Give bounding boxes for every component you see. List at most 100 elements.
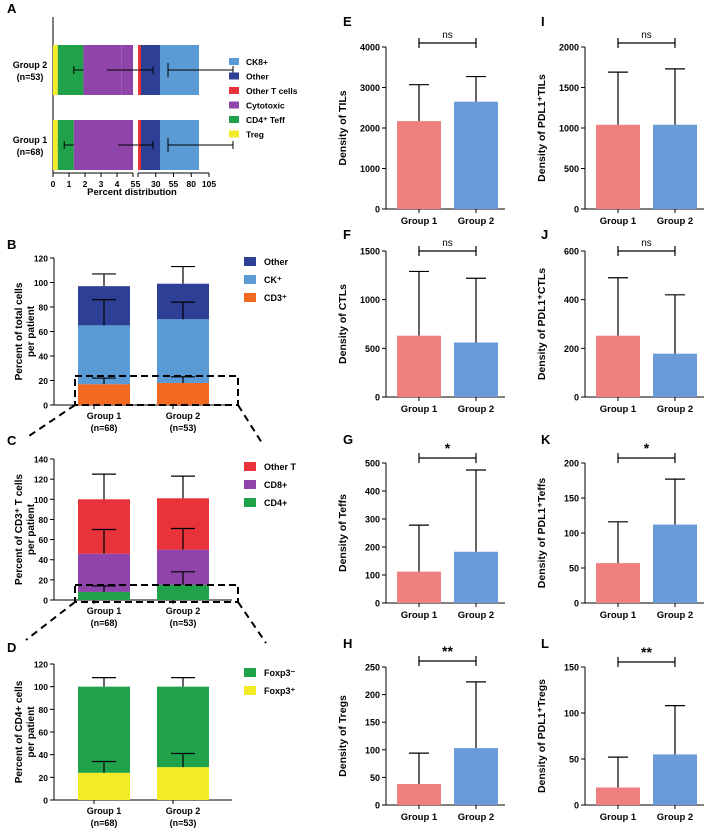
legend-swatch — [244, 275, 256, 284]
y-tick-label: 50 — [370, 773, 380, 783]
bar-cd4 — [78, 591, 130, 600]
y-tick-label: 150 — [564, 494, 579, 504]
legend-swatch — [229, 116, 239, 123]
panel-letter-G: G — [343, 432, 353, 447]
y-tick-label: 60 — [39, 728, 49, 738]
y-tick-label: 150 — [564, 663, 579, 673]
bar-group-1 — [596, 124, 640, 209]
bar-group-1 — [596, 787, 640, 805]
bar-group-2 — [454, 748, 498, 805]
significance-label: ns — [442, 30, 453, 41]
x-tick-label: 4 — [115, 179, 120, 189]
x-tick-label: 80 — [187, 179, 197, 189]
y-tick-label: 400 — [564, 295, 579, 305]
significance-label: ns — [442, 238, 453, 249]
y-axis-title: Density of TILs — [337, 90, 349, 165]
y-tick-label: 120 — [34, 254, 48, 264]
panel-L: L Group 1 Group 2 ** Density of PDL1⁺Tregs — [536, 636, 704, 823]
legend-swatch — [229, 101, 239, 109]
zoom-line — [25, 404, 76, 439]
category-label: Group 2 — [657, 216, 693, 227]
panel-A: A 0 1 2 3 4 5 5 30 55 80 105 Percent distribution Gro… — [7, 1, 298, 198]
y-tick-label: 150 — [365, 718, 380, 728]
category-label: Group 1 — [600, 404, 637, 415]
legend-label: CD8+ — [264, 480, 287, 490]
x-tick-label: 30 — [151, 179, 161, 189]
category-label: Group 2 — [657, 404, 693, 415]
category-label: Group 1 — [401, 404, 438, 415]
bar-cd4 — [157, 584, 209, 600]
significance-label: ns — [641, 238, 652, 249]
y-tick-label: 500 — [365, 344, 380, 354]
y-tick-label: 50 — [569, 564, 579, 574]
y-tick-label: 200 — [365, 690, 380, 700]
category-label: Group 1 — [401, 216, 438, 227]
y-tick-label: 0 — [574, 801, 579, 811]
y-tick-label: 20 — [39, 773, 49, 783]
y-axis-title: Density of PDL1⁺CTLs — [536, 268, 548, 380]
y-tick-label: 300 — [365, 515, 380, 525]
legend-swatch — [244, 257, 256, 266]
bar-foxp3neg — [78, 686, 130, 773]
category-label: (n=68) — [91, 423, 118, 433]
y-tick-label: 100 — [365, 745, 380, 755]
x-tick-label: 1 — [67, 179, 72, 189]
bar-cd3 — [157, 382, 209, 405]
panel-F: F Group 1 Group 2 ns Density of CTLs — [337, 227, 505, 415]
legend-swatch — [229, 130, 239, 138]
y-tick-label: 250 — [365, 663, 380, 673]
bar-ck — [157, 319, 209, 383]
legend-swatch — [244, 462, 256, 471]
legend-swatch — [229, 87, 239, 94]
bar-treg — [53, 120, 58, 170]
category-label: Group 2 — [458, 216, 494, 227]
y-tick-label: 0 — [375, 801, 380, 811]
legend-swatch — [244, 498, 256, 507]
legend-label: Foxp3⁺ — [264, 686, 296, 696]
y-tick-label: 100 — [564, 709, 579, 719]
y-axis-title: Density of Tregs — [337, 695, 349, 777]
bar-group-1 — [596, 563, 640, 603]
y-tick-label: 20 — [39, 376, 49, 386]
y-tick-label: 140 — [34, 455, 48, 465]
y-tick-label: 600 — [564, 247, 579, 257]
panel-letter-E: E — [343, 14, 352, 29]
zoom-box — [74, 375, 239, 406]
y-tick-label: 400 — [365, 487, 380, 497]
y-tick-label: 1000 — [360, 295, 380, 305]
y-tick-label: 2000 — [360, 124, 380, 134]
y-tick-label: 120 — [34, 475, 48, 485]
legend-swatch — [244, 480, 256, 489]
panel-I: I Group 1 Group 2 ns Density of PDL1⁺TILs — [536, 14, 704, 227]
panel-B: B Group 1 (n=68) Group 2 (n=53) Percent of to… — [7, 237, 289, 444]
legend-label: Other — [264, 257, 289, 267]
y-tick-label: 80 — [39, 515, 49, 525]
y-tick-label: 1500 — [559, 83, 579, 93]
category-label: (n=53) — [170, 818, 197, 828]
legend-label: CD4⁺ Teff — [246, 115, 285, 125]
panel-letter-I: I — [541, 14, 545, 29]
panel-letter-C: C — [7, 433, 17, 448]
bar-group-1 — [397, 784, 441, 805]
y-axis-title: per patient — [26, 305, 37, 357]
legend-label: Treg — [246, 130, 264, 140]
panel-J: J Group 1 Group 2 ns Density of PDL1⁺CTLs — [536, 227, 704, 415]
x-tick-label: 2 — [83, 179, 88, 189]
bar-treg — [53, 45, 58, 95]
y-tick-label: 3000 — [360, 83, 380, 93]
y-tick-label: 100 — [365, 571, 380, 581]
legend-label: CD4+ — [264, 498, 287, 508]
category-label: Group 1 — [87, 606, 122, 616]
bar-group-2 — [454, 342, 498, 397]
zoom-line — [237, 404, 263, 444]
category-label: (n=68) — [91, 818, 118, 828]
category-label: Group 1 — [401, 610, 438, 621]
legend-swatch — [229, 58, 239, 65]
y-axis-title: Density of PDL1⁺Tregs — [536, 679, 548, 793]
y-tick-label: 1500 — [360, 247, 380, 257]
y-tick-label: 100 — [34, 278, 48, 288]
category-label: Group 2 — [458, 812, 494, 823]
panel-E: E Group 1 Group 2 ns Density of TILs — [337, 14, 505, 227]
y-axis-title: Density of PDL1⁺Teffs — [536, 478, 548, 589]
